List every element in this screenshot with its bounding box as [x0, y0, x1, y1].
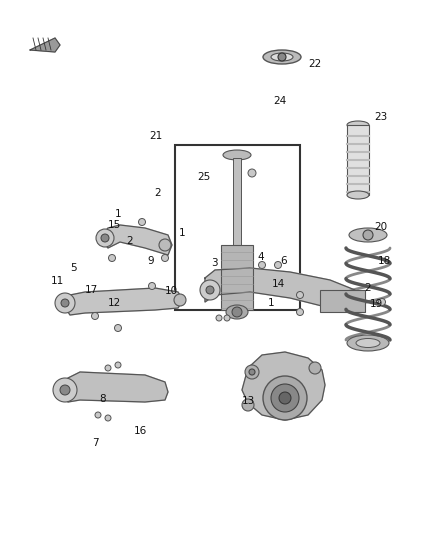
Text: 19: 19 — [370, 299, 383, 309]
Circle shape — [248, 169, 256, 177]
Circle shape — [278, 53, 286, 61]
Ellipse shape — [271, 53, 293, 61]
Circle shape — [115, 362, 121, 368]
Text: 14: 14 — [272, 279, 285, 288]
Bar — [233, 158, 241, 248]
Text: 25: 25 — [197, 172, 210, 182]
Circle shape — [92, 312, 99, 319]
Text: 7: 7 — [92, 439, 99, 448]
Ellipse shape — [263, 50, 301, 64]
Bar — [347, 125, 369, 195]
Ellipse shape — [347, 121, 369, 129]
Circle shape — [138, 219, 145, 225]
Text: 16: 16 — [134, 426, 147, 435]
Circle shape — [53, 378, 77, 402]
Circle shape — [297, 292, 304, 298]
Circle shape — [148, 282, 155, 289]
Polygon shape — [30, 38, 60, 52]
Text: 15: 15 — [108, 221, 121, 230]
Polygon shape — [62, 288, 183, 315]
Circle shape — [162, 254, 169, 262]
Text: 21: 21 — [149, 131, 162, 141]
Circle shape — [363, 230, 373, 240]
Text: 23: 23 — [374, 112, 388, 122]
Polygon shape — [60, 372, 168, 402]
Circle shape — [258, 262, 265, 269]
Text: 6: 6 — [280, 256, 287, 266]
Circle shape — [245, 365, 259, 379]
Circle shape — [109, 254, 116, 262]
Text: 13: 13 — [242, 396, 255, 406]
Circle shape — [96, 229, 114, 247]
Text: 1: 1 — [115, 209, 122, 219]
Text: 8: 8 — [99, 394, 106, 403]
Circle shape — [297, 309, 304, 316]
Ellipse shape — [356, 338, 380, 348]
Circle shape — [271, 384, 299, 412]
Circle shape — [224, 315, 230, 321]
Circle shape — [174, 294, 186, 306]
Text: 5: 5 — [70, 263, 77, 273]
Circle shape — [275, 262, 282, 269]
Bar — [221, 245, 253, 310]
Text: 12: 12 — [108, 298, 121, 308]
Polygon shape — [100, 225, 172, 255]
Text: 17: 17 — [85, 286, 98, 295]
Text: 4: 4 — [257, 252, 264, 262]
Text: 2: 2 — [126, 236, 133, 246]
Circle shape — [101, 234, 109, 242]
Circle shape — [206, 286, 214, 294]
Circle shape — [378, 298, 385, 305]
Polygon shape — [242, 352, 325, 420]
Ellipse shape — [223, 150, 251, 160]
Circle shape — [249, 369, 255, 375]
Ellipse shape — [349, 228, 387, 242]
Circle shape — [279, 392, 291, 404]
Text: 1: 1 — [267, 298, 274, 308]
Circle shape — [55, 293, 75, 313]
Circle shape — [309, 362, 321, 374]
Circle shape — [61, 299, 69, 307]
Ellipse shape — [347, 335, 389, 351]
Text: 24: 24 — [274, 96, 287, 106]
Ellipse shape — [347, 191, 369, 199]
Ellipse shape — [226, 305, 248, 319]
Circle shape — [60, 385, 70, 395]
Circle shape — [242, 399, 254, 411]
Circle shape — [263, 376, 307, 420]
Text: 10: 10 — [165, 286, 178, 296]
Bar — [175, 145, 300, 310]
Text: 3: 3 — [211, 258, 218, 268]
Polygon shape — [205, 268, 358, 310]
Text: 18: 18 — [378, 256, 391, 266]
Circle shape — [105, 415, 111, 421]
Circle shape — [114, 325, 121, 332]
Circle shape — [200, 280, 220, 300]
Text: 22: 22 — [309, 59, 322, 69]
Bar — [320, 290, 365, 312]
Circle shape — [105, 365, 111, 371]
Text: 2: 2 — [364, 283, 371, 293]
Text: 1: 1 — [178, 228, 185, 238]
Circle shape — [232, 307, 242, 317]
Circle shape — [159, 239, 171, 251]
Text: 11: 11 — [50, 277, 64, 286]
Circle shape — [216, 315, 222, 321]
Text: 9: 9 — [148, 256, 155, 266]
Text: 2: 2 — [154, 188, 161, 198]
Text: 20: 20 — [374, 222, 388, 231]
Circle shape — [95, 412, 101, 418]
